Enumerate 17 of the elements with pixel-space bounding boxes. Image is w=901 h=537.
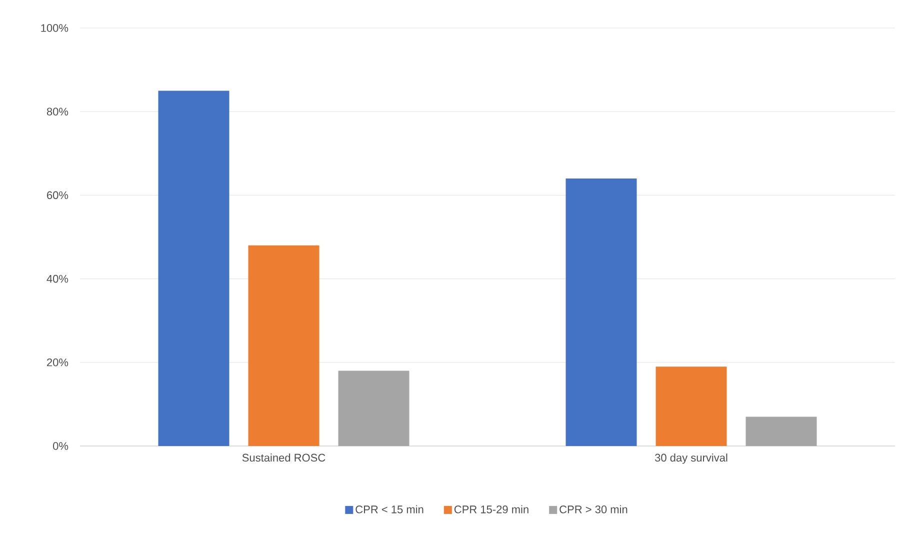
y-tick-label: 60% — [47, 191, 68, 200]
bar — [248, 245, 320, 446]
y-tick-label: 80% — [46, 108, 68, 116]
legend-label: CPR < 15 min — [356, 505, 424, 514]
y-tick-label: 100% — [41, 24, 68, 32]
x-tick-label: Sustained ROSC — [242, 454, 326, 462]
bar — [338, 370, 410, 446]
y-tick-label: 40% — [46, 274, 68, 283]
legend-label: CPR > 30 min — [560, 505, 628, 514]
legend-label: CPR 15-29 min — [454, 505, 528, 514]
bar — [158, 90, 230, 446]
y-tick-label: 0% — [53, 442, 68, 450]
x-tick-label: 30 day survival — [654, 454, 728, 464]
bar — [656, 366, 727, 446]
bar — [566, 178, 637, 446]
y-tick-label: 20% — [47, 358, 68, 366]
bar — [746, 416, 817, 446]
